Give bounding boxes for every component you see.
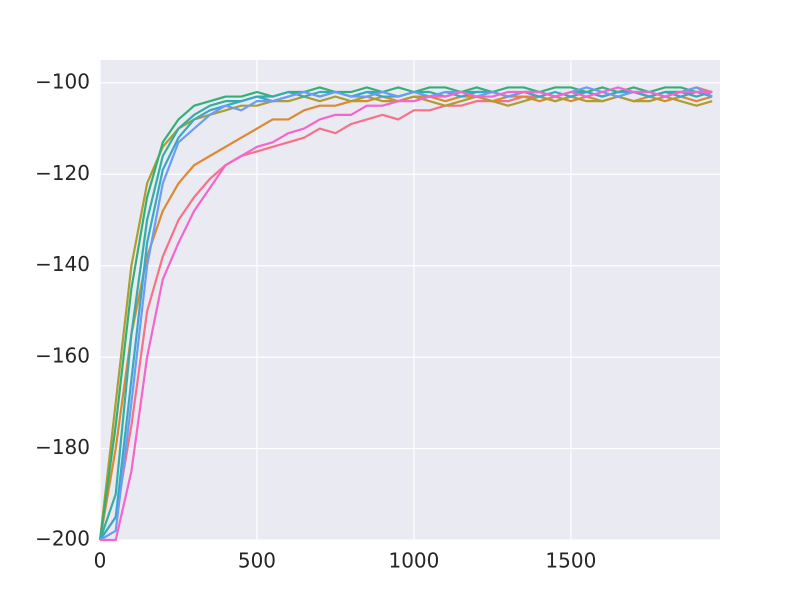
x-tick-label: 500	[238, 549, 276, 573]
plot-area	[100, 60, 720, 540]
y-tick-label: −100	[35, 69, 90, 93]
series-line	[98, 95, 713, 541]
y-tick-label: −160	[35, 344, 90, 368]
x-tick-label: 0	[94, 549, 107, 573]
series-line	[100, 86, 713, 542]
series-line	[99, 86, 713, 541]
x-tick-label: 1000	[388, 549, 439, 573]
x-tick-label: 1500	[545, 549, 596, 573]
y-tick-label: −140	[35, 252, 90, 276]
y-tick-label: −200	[35, 527, 90, 551]
y-tick-label: −180	[35, 435, 90, 459]
y-tick-label: −120	[35, 161, 90, 185]
